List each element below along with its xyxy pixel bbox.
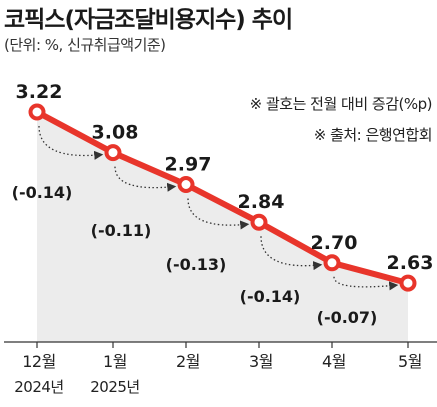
data-point	[28, 103, 46, 121]
data-point	[323, 254, 341, 272]
x-tick-label: 3월	[249, 352, 273, 371]
x-tick-year-label: 2025년	[90, 378, 139, 396]
chart-title: 코픽스(자금조달비용지수) 추이	[4, 7, 293, 33]
change-arrow	[114, 166, 177, 192]
data-point	[104, 144, 122, 162]
data-label: 2.97	[165, 154, 212, 176]
x-tick-label: 12월	[22, 352, 56, 371]
x-tick-year-label: 2024년	[14, 378, 63, 396]
change-label: (-0.11)	[91, 221, 152, 240]
data-label: 3.22	[16, 81, 63, 103]
series-line	[34, 109, 411, 287]
data-point	[250, 213, 268, 231]
data-point	[399, 274, 417, 292]
data-label: 2.84	[238, 191, 285, 213]
change-label: (-0.14)	[12, 183, 73, 202]
x-tick-label: 5월	[398, 352, 422, 371]
chart-subtitle: (단위: %, 신규취급액기준)	[4, 36, 166, 54]
change-label: (-0.13)	[166, 255, 227, 274]
data-label: 2.70	[311, 232, 358, 254]
note-text: ※ 괄호는 전월 대비 증감(%p)	[250, 95, 432, 113]
area-fill	[37, 112, 408, 342]
x-tick-label: 4월	[322, 352, 346, 371]
change-label: (-0.07)	[317, 308, 378, 327]
x-tick-label: 1월	[103, 352, 127, 371]
change-arrow	[333, 276, 399, 291]
x-tick-label: 2월	[176, 352, 200, 371]
data-point	[177, 176, 195, 193]
data-label: 3.08	[92, 122, 139, 144]
change-arrow	[187, 198, 250, 230]
change-label: (-0.14)	[240, 287, 301, 306]
data-label: 2.63	[387, 252, 434, 274]
change-arrow	[260, 236, 323, 271]
note-text: ※ 출처: 은행연합회	[314, 126, 432, 144]
